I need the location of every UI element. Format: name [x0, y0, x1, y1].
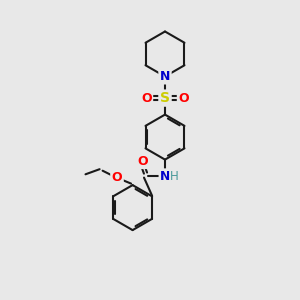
Text: O: O: [112, 171, 122, 184]
Text: O: O: [178, 92, 189, 105]
Text: O: O: [141, 92, 152, 105]
Text: S: S: [160, 91, 170, 105]
Text: H: H: [170, 169, 179, 183]
Text: N: N: [160, 70, 170, 83]
Text: N: N: [160, 169, 170, 183]
Text: O: O: [137, 154, 148, 168]
